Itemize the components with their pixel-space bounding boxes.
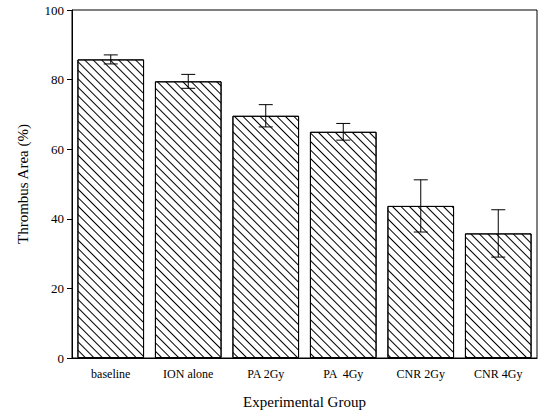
svg-text:60: 60 [51,142,64,157]
svg-text:Experimental Group: Experimental Group [243,394,366,410]
svg-text:20: 20 [51,281,64,296]
svg-text:PA 4Gy: PA 4Gy [323,367,363,381]
svg-text:baseline: baseline [91,367,130,381]
svg-text:Thrombus Area (%): Thrombus Area (%) [15,124,32,244]
svg-text:40: 40 [51,211,64,226]
svg-text:CNR 4Gy: CNR 4Gy [474,367,522,381]
svg-text:PA 2Gy: PA 2Gy [247,367,284,381]
svg-text:0: 0 [58,351,65,366]
svg-text:CNR 2Gy: CNR 2Gy [397,367,445,381]
svg-text:100: 100 [45,3,65,18]
svg-text:ION alone: ION alone [163,367,213,381]
svg-text:80: 80 [51,72,64,87]
